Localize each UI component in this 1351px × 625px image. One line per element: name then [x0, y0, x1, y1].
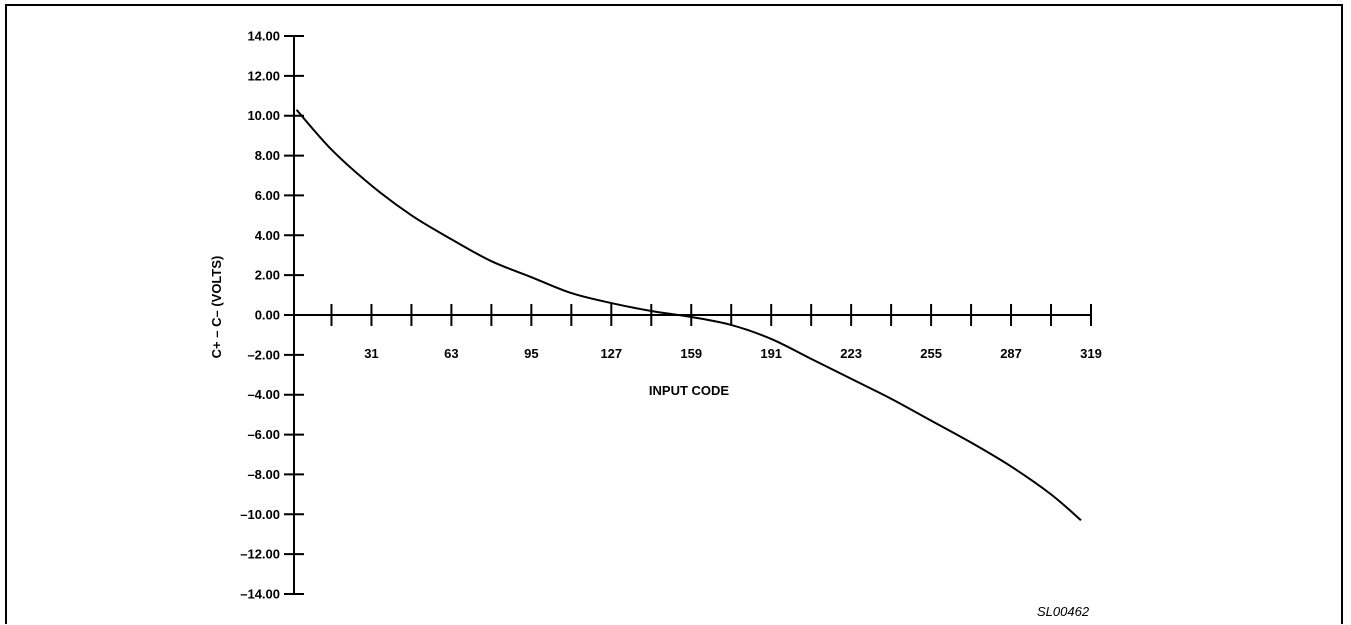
y-tick-label: 2.00 [255, 268, 280, 283]
x-tick-label: 287 [1000, 346, 1022, 361]
figure-id-label: SL00462 [1037, 604, 1090, 619]
chart-frame: 14.00 12.00 10.00 8.00 6.00 4.00 2.00 0.00 –2.00… [5, 4, 1343, 624]
y-tick-label: –8.00 [247, 467, 280, 482]
y-tick-label: 0.00 [255, 308, 280, 323]
x-axis: 31 63 95 127 159 191 223 255 287 319 [294, 304, 1102, 361]
y-tick-label: 14.00 [247, 29, 280, 44]
x-tick-label: 127 [600, 346, 622, 361]
y-tick-label: –10.00 [240, 507, 280, 522]
x-tick-label: 63 [444, 346, 458, 361]
y-tick-label: 12.00 [247, 68, 280, 83]
y-tick-label: –2.00 [247, 347, 280, 362]
x-tick-label: 159 [680, 346, 702, 361]
y-axis: 14.00 12.00 10.00 8.00 6.00 4.00 2.00 0.00 –2.00… [240, 29, 304, 602]
y-axis-title: C+ – C– (VOLTS) [209, 256, 224, 359]
x-tick-label: 95 [524, 346, 538, 361]
series-group [295, 109, 1082, 522]
y-tick-label: –6.00 [247, 427, 280, 442]
y-tick-label: 8.00 [255, 148, 280, 163]
y-tick-label: –4.00 [247, 387, 280, 402]
y-tick-label: 6.00 [255, 188, 280, 203]
y-tick-label: –14.00 [240, 587, 280, 602]
y-tick-label: –12.00 [240, 547, 280, 562]
chart-svg: 14.00 12.00 10.00 8.00 6.00 4.00 2.00 0.00 –2.00… [209, 29, 1102, 620]
series-line-0 [295, 109, 1082, 522]
x-axis-title: INPUT CODE [649, 383, 730, 398]
x-tick-label: 319 [1080, 346, 1102, 361]
y-tick-label: 4.00 [255, 228, 280, 243]
x-tick-label: 191 [760, 346, 782, 361]
x-tick-label: 223 [840, 346, 862, 361]
x-tick-label: 255 [920, 346, 942, 361]
y-tick-label: 10.00 [247, 108, 280, 123]
x-tick-label: 31 [364, 346, 378, 361]
